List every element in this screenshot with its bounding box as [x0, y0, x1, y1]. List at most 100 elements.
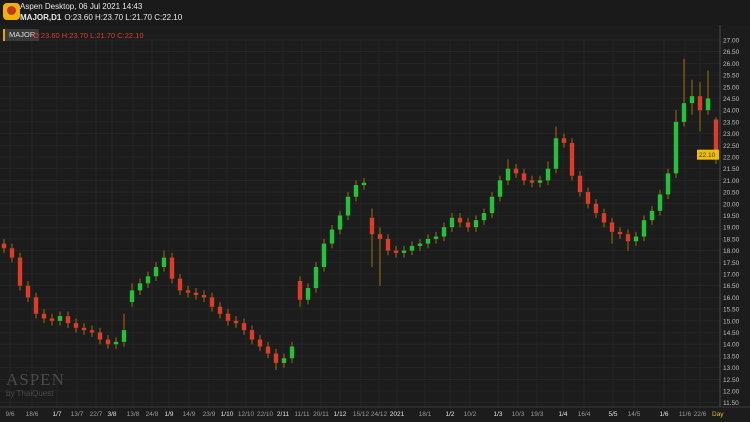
x-tick-label: 23/9 [203, 411, 216, 418]
candle-down [385, 238, 391, 251]
x-tick-label: 20/11 [313, 411, 329, 418]
x-tick-label: 5/5 [608, 411, 617, 418]
candle-down [577, 175, 583, 193]
x-tick-label: 10/2 [464, 411, 477, 418]
candle-up [553, 138, 559, 169]
candle-down [513, 168, 519, 174]
candle-down [177, 278, 183, 291]
candle-up [137, 283, 143, 291]
x-tick-label: 22/10 [257, 411, 274, 418]
title-bar: Aspen Desktop, 06 Jul 2021 14:43 MAJOR,D… [0, 0, 750, 25]
candle-down [609, 222, 615, 232]
candle-up [441, 227, 447, 237]
candle-up [681, 103, 687, 122]
y-tick-label: 12.00 [723, 389, 740, 396]
y-tick-label: 17.00 [723, 272, 740, 279]
candle-up [345, 196, 351, 216]
candle-up [161, 257, 167, 267]
y-tick-label: 18.50 [723, 236, 740, 243]
x-tick-label: 22/7 [90, 411, 103, 418]
candle-down [89, 330, 95, 333]
candle-up [129, 290, 135, 303]
x-tick-label: 1/7 [52, 411, 61, 418]
symbol-timeframe: MAJOR,D1 [20, 13, 62, 22]
candle-down [585, 192, 591, 204]
candle-up [121, 330, 127, 342]
y-tick-label: 15.00 [723, 318, 740, 325]
x-tick-label: 1/6 [659, 411, 668, 418]
symbol-badge[interactable]: MAJOR [3, 29, 40, 41]
y-tick-label: 13.50 [723, 353, 740, 360]
candle-up [673, 121, 679, 174]
candle-down [697, 96, 703, 111]
candle-up [497, 180, 503, 197]
candle-up [489, 196, 495, 214]
candle-up [433, 236, 439, 239]
y-tick-label: 25.50 [723, 73, 740, 80]
chart-ohlc-readout: O:23.60 H:23.70 L:21.70 C:22.10 [33, 31, 144, 40]
x-tick-label: 24/8 [146, 411, 159, 418]
price-chart[interactable]: 27.00 26.50 26.00 25.50 25.00 24.50 24.00 23.50… [0, 25, 750, 422]
candle-up [145, 276, 151, 284]
y-tick-label: 20.00 [723, 201, 740, 208]
y-tick-label: 14.00 [723, 342, 740, 349]
x-tick-label: 12/10 [238, 411, 255, 418]
candle-down [25, 285, 31, 298]
candle-down [625, 234, 631, 242]
y-tick-label: 22.00 [723, 155, 740, 162]
candle-up [409, 245, 415, 251]
candle-down [273, 353, 279, 363]
y-tick-label: 18.00 [723, 248, 740, 255]
candle-down [617, 231, 623, 235]
x-tick-label: 14/5 [628, 411, 641, 418]
candle-up [633, 236, 639, 242]
candle-down [41, 313, 47, 319]
x-tick-label: 18/1 [419, 411, 432, 418]
y-tick-label: 16.50 [723, 283, 740, 290]
x-tick-label: 22/6 [694, 411, 707, 418]
aspen-watermark: ASPEN [6, 370, 65, 389]
x-tick-label: 19/3 [531, 411, 544, 418]
candle-down [593, 203, 599, 214]
x-tick-label: 1/2 [445, 411, 454, 418]
candle-up [505, 168, 511, 181]
candle-up [425, 238, 431, 244]
candle-up [449, 217, 455, 228]
y-tick-label: 24.50 [723, 96, 740, 103]
candle-down [217, 306, 223, 314]
y-tick-label: 14.50 [723, 330, 740, 337]
candle-up [473, 220, 479, 228]
candle-down [73, 323, 79, 328]
x-tick-label: 13/7 [71, 411, 84, 418]
candle-down [393, 250, 399, 253]
y-tick-label: 15.50 [723, 307, 740, 314]
candle-down [465, 222, 471, 228]
candle-down [561, 138, 567, 143]
candle-down [257, 339, 263, 347]
x-tick-label: 13/8 [127, 411, 140, 418]
x-tick-label: 1/9 [164, 411, 173, 418]
candle-up [361, 182, 367, 186]
y-tick-label: 12.50 [723, 377, 740, 384]
candle-down [169, 257, 175, 279]
candle-up [329, 229, 335, 244]
candle-down [105, 339, 111, 345]
x-tick-label: 11/6 [679, 411, 692, 418]
aspen-logo-icon [3, 3, 20, 20]
candle-down [265, 346, 271, 354]
x-tick-label: 3/8 [107, 411, 116, 418]
thaiquest-watermark: by ThaiQuest [6, 389, 54, 398]
candle-up [481, 213, 487, 221]
candle-down [601, 213, 607, 223]
candle-down [201, 295, 207, 298]
candle-down [81, 327, 87, 331]
last-price-label: 22.10 [699, 152, 716, 159]
y-tick-label: 19.50 [723, 213, 740, 220]
candle-down [521, 173, 527, 181]
candle-up [321, 243, 327, 267]
candle-down [529, 180, 535, 183]
y-tick-label: 27.00 [723, 38, 740, 45]
y-tick-label: 20.50 [723, 190, 740, 197]
candle-down [249, 330, 255, 340]
x-tick-label: 1/3 [493, 411, 502, 418]
